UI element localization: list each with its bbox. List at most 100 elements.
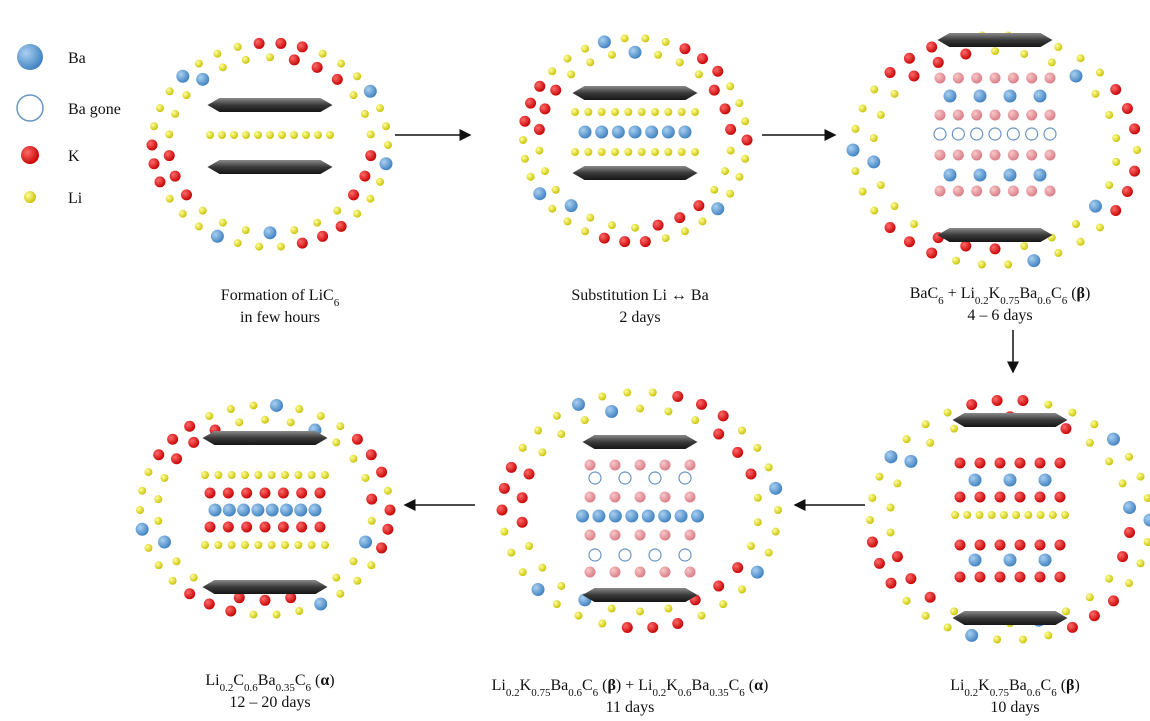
caption-text: 11 days [606,699,655,716]
atom [241,55,250,64]
atom [966,399,978,411]
caption-text: α [754,677,763,694]
atom [910,220,919,229]
atom [721,167,730,176]
atom [973,89,987,103]
caption-line: Formation of LiC6 [221,287,340,309]
atom [321,541,329,549]
atom [970,127,984,141]
atom [367,516,376,525]
caption-line: 11 days [606,699,655,716]
atom [317,230,329,242]
atom [1125,579,1134,588]
atom [713,580,725,592]
atom [611,108,619,116]
atom [581,44,590,53]
caption-text: Li [950,677,965,694]
atom [624,148,633,156]
atom [1026,149,1038,161]
atom [891,551,903,563]
atom [988,127,1002,141]
atom [1044,400,1053,409]
atom [148,158,160,170]
caption-text: Ba [692,677,710,694]
caption-text: 0.2 [964,687,978,699]
atom [952,185,964,197]
caption-text: C [582,677,593,694]
atom [993,635,1002,644]
atom [659,529,671,541]
atom [564,199,578,213]
atom [609,529,621,541]
atom [974,571,986,583]
caption-text: BaC [910,285,938,302]
atom [1036,511,1045,519]
atom [286,418,295,427]
atom [376,542,388,554]
caption-text: 6 [334,297,340,309]
atom [353,209,362,218]
atom [365,449,377,461]
atom [516,516,528,528]
atom [904,454,918,468]
atom [1034,457,1046,469]
atom [674,509,688,523]
atom [1044,149,1056,161]
atom [678,471,692,485]
atom [726,82,735,91]
atom [631,223,639,232]
atom [259,487,271,499]
atom [365,150,377,162]
atom [1085,438,1094,447]
atom [870,206,879,215]
atom [154,516,163,525]
atom [1007,185,1019,197]
atom [732,446,744,458]
atom [866,516,874,524]
caption-line: in few hours [240,309,320,326]
caption-text: β [1077,285,1085,302]
caption-text: α [320,672,329,689]
atom [618,471,632,485]
atom [265,503,279,517]
atom [960,240,972,252]
caption-text: in few hours [240,309,320,326]
caption-text: 6 [938,295,944,307]
atom [557,581,566,590]
atom [580,416,589,425]
atom [745,468,757,480]
atom [254,131,262,139]
atom [241,521,253,533]
caption-text: K [978,677,990,694]
atom [270,398,284,412]
caption-text: 0.75 [990,687,1010,699]
atom [1071,220,1080,229]
atom [1038,473,1052,487]
graphite-plane [207,160,333,174]
atom [263,226,277,240]
atom [296,41,308,53]
atom [971,149,983,161]
atom [233,42,242,51]
caption-text: 0.75 [1000,295,1020,307]
atom [1020,49,1029,58]
atom [584,529,596,541]
atom [677,108,686,116]
graphite-plane [202,431,328,445]
atom [1076,54,1085,63]
atom [1054,457,1066,469]
atom [241,226,250,235]
atom [507,548,516,557]
atom [974,539,986,551]
atom [641,34,650,43]
caption-text: ) + Li [616,677,653,694]
atom [619,236,631,248]
atom [376,177,385,186]
atom [249,610,258,619]
atom [647,621,659,633]
atom [680,227,689,236]
atom [1143,513,1150,527]
atom [905,573,917,585]
atom [971,185,983,197]
